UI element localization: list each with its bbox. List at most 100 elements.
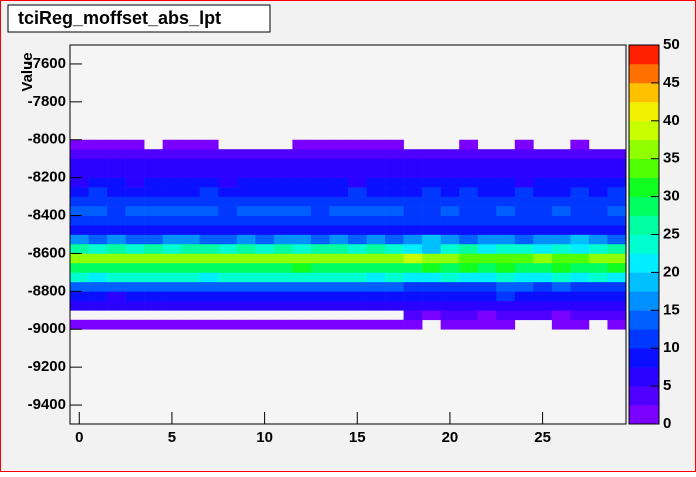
cell — [514, 168, 534, 178]
cell — [514, 158, 534, 169]
colorbar-band — [629, 272, 659, 292]
cell — [440, 158, 460, 169]
cell — [459, 225, 479, 235]
cell — [477, 291, 497, 302]
cell — [70, 158, 89, 169]
cell — [125, 253, 145, 264]
cell — [551, 234, 571, 245]
cell — [181, 196, 201, 207]
cell — [329, 253, 349, 264]
cell — [329, 225, 349, 235]
cell — [218, 291, 238, 302]
cell — [292, 206, 312, 216]
cell — [588, 149, 608, 159]
cell — [273, 206, 293, 216]
cell — [218, 262, 238, 273]
cell — [570, 139, 590, 150]
cell — [107, 196, 126, 207]
cell — [588, 300, 608, 311]
cell — [385, 253, 404, 264]
z-tick-label: 10 — [663, 339, 680, 356]
x-tick-label: 15 — [349, 429, 366, 446]
cell — [255, 281, 275, 292]
cell — [440, 310, 460, 321]
cell — [162, 291, 182, 302]
cell — [496, 262, 516, 273]
cell — [607, 149, 627, 159]
cell — [440, 272, 460, 283]
cell — [459, 281, 479, 292]
cell — [366, 158, 386, 169]
cell — [88, 281, 108, 292]
cell — [162, 149, 182, 159]
cell — [422, 149, 441, 159]
cell — [144, 206, 163, 216]
cell — [125, 206, 145, 216]
cell — [403, 319, 423, 330]
cell — [273, 234, 293, 245]
cell — [236, 206, 256, 216]
cell — [236, 187, 256, 197]
cell — [588, 206, 608, 216]
cell — [422, 177, 441, 188]
colorbar-band — [629, 234, 659, 254]
cell — [144, 300, 163, 311]
cell — [329, 206, 349, 216]
cell — [348, 177, 367, 188]
cell — [422, 215, 441, 226]
cell — [144, 158, 163, 169]
cell — [459, 149, 479, 159]
cell — [70, 281, 89, 292]
cell — [273, 281, 293, 292]
cell — [292, 187, 312, 197]
cell — [403, 177, 423, 188]
cell — [496, 291, 516, 302]
cell — [403, 281, 423, 292]
cell — [107, 206, 126, 216]
cell — [144, 187, 163, 197]
colorbar-band — [629, 63, 659, 84]
cell — [107, 272, 126, 283]
cell — [348, 319, 367, 330]
cell — [255, 196, 275, 207]
cell — [70, 300, 89, 311]
y-tick-label: -9400 — [28, 396, 66, 413]
cell — [514, 310, 534, 321]
cell — [107, 139, 126, 150]
cell — [292, 272, 312, 283]
z-tick-label: 20 — [663, 263, 680, 280]
cell — [144, 291, 163, 302]
cell — [366, 281, 386, 292]
cell — [366, 215, 386, 226]
cell — [255, 319, 275, 330]
cell — [477, 206, 497, 216]
cell — [422, 253, 441, 264]
x-tick-label: 5 — [168, 429, 176, 446]
cell — [514, 215, 534, 226]
cell — [107, 262, 126, 273]
cell — [607, 281, 627, 292]
cell — [348, 196, 367, 207]
cell — [422, 310, 441, 321]
cell — [440, 253, 460, 264]
cell — [459, 253, 479, 264]
cell — [236, 234, 256, 245]
cell — [533, 187, 553, 197]
cell — [533, 234, 553, 245]
cell — [533, 243, 553, 254]
cell — [162, 319, 182, 330]
cell — [385, 149, 404, 159]
cell — [607, 196, 627, 207]
cell — [459, 177, 479, 188]
cell — [514, 281, 534, 292]
cell — [422, 187, 441, 197]
cell — [218, 187, 238, 197]
cell — [88, 206, 108, 216]
cell — [329, 149, 349, 159]
cell — [292, 234, 312, 245]
cell — [218, 177, 238, 188]
cell — [403, 291, 423, 302]
cell — [459, 272, 479, 283]
cell — [125, 158, 145, 169]
cell — [255, 243, 275, 254]
